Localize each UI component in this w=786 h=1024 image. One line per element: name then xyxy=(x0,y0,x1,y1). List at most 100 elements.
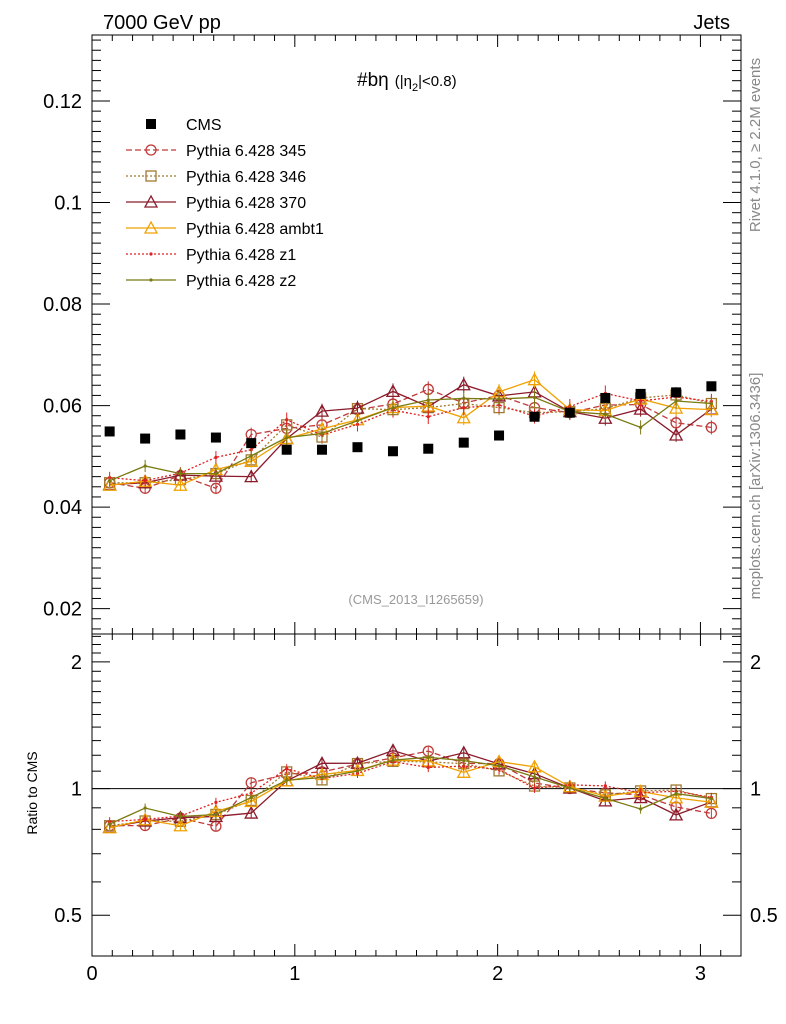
series-point xyxy=(143,479,147,483)
ratio-point xyxy=(143,806,147,810)
series-point xyxy=(244,469,259,483)
series-point xyxy=(674,399,678,403)
cms-point xyxy=(210,432,221,443)
series-point xyxy=(214,471,218,476)
series-line xyxy=(109,396,712,482)
header-right: Jets xyxy=(693,12,730,34)
ratio-point xyxy=(674,791,678,796)
series-point xyxy=(462,396,466,401)
x-tick-label: 1 xyxy=(289,963,300,985)
ratio-y-label: Ratio to CMS xyxy=(24,751,40,834)
mcplots-label: mcplots.cern.ch [arXiv:1306.3436] xyxy=(747,373,764,600)
ratio-series-4 xyxy=(102,752,719,834)
ratio-point xyxy=(426,765,430,770)
ratio-line xyxy=(109,759,712,829)
series-point xyxy=(639,399,643,403)
ratio-point xyxy=(705,807,718,820)
y-tick-label: 0.06 xyxy=(43,396,82,418)
series-point xyxy=(214,455,218,459)
legend-label: Pythia 6.428 370 xyxy=(186,195,306,212)
series-point xyxy=(527,372,542,386)
ratio-point xyxy=(598,793,613,807)
ratio-point xyxy=(355,769,360,773)
series-line xyxy=(109,392,712,482)
cms-point xyxy=(316,444,327,455)
series-point xyxy=(385,383,401,398)
series-point xyxy=(705,421,718,434)
ratio-point xyxy=(462,764,466,768)
cms-point xyxy=(529,411,540,422)
series-point xyxy=(598,410,613,424)
series-line xyxy=(109,394,712,484)
ratio-panel: 0 1 2 3 0.5 0.5 1 1 2 2 xyxy=(54,633,778,985)
series-point xyxy=(143,464,147,468)
ratio-point xyxy=(214,800,218,804)
y-tick-label: 0.04 xyxy=(43,497,82,519)
rivet-label: Rivet 4.1.0, ≥ 2.2M events xyxy=(747,58,764,232)
series-1 xyxy=(103,381,718,494)
main-panel: 0.02 0.04 0.06 0.08 0.1 0.12 xyxy=(43,34,742,635)
ratio-tick-label: 0.5 xyxy=(54,905,82,927)
cms-point xyxy=(104,426,115,437)
series-point xyxy=(426,415,430,419)
series-point xyxy=(456,410,471,424)
ratio-frame xyxy=(91,633,742,957)
series-point xyxy=(208,468,224,482)
cms-point xyxy=(387,446,398,457)
legend-label: Pythia 6.428 345 xyxy=(186,143,306,160)
series-point xyxy=(285,418,289,422)
series-point xyxy=(497,397,501,401)
series-point xyxy=(456,377,471,391)
ratio-line xyxy=(109,760,712,823)
plot-title: #bη (|η2|<0.8) xyxy=(357,70,457,94)
ratio-point xyxy=(245,777,257,789)
ratio-tick-label: 1 xyxy=(71,779,82,801)
ratio-point xyxy=(285,778,289,782)
ratio-point xyxy=(426,755,430,759)
ratio-point xyxy=(603,796,607,800)
x-tick-label: 2 xyxy=(492,963,503,985)
ratio-point xyxy=(102,820,117,834)
cms-point xyxy=(281,444,292,455)
y-tick-label: 0.02 xyxy=(43,599,82,621)
ratio-point xyxy=(709,796,713,801)
ratio-point xyxy=(532,775,537,779)
series-point xyxy=(633,401,648,415)
ratio-point xyxy=(143,817,147,821)
ratio-point xyxy=(639,807,643,811)
ratio-point xyxy=(391,758,395,762)
ratio-point xyxy=(527,759,542,773)
ratio-point xyxy=(244,794,259,808)
series-point xyxy=(314,403,330,417)
ratio-point xyxy=(244,805,259,819)
series-point xyxy=(391,405,395,410)
ratio-line xyxy=(109,756,712,825)
ratio-point xyxy=(173,818,188,832)
series-point xyxy=(178,471,183,476)
cms-point xyxy=(671,387,682,398)
ratio-point xyxy=(178,814,183,819)
legend-item: Pythia 6.428 345 xyxy=(126,143,306,160)
series-point xyxy=(603,412,607,416)
series-5 xyxy=(108,385,713,487)
legend-marker xyxy=(143,220,159,234)
ratio-point xyxy=(108,822,112,826)
ratio-point xyxy=(603,784,607,788)
legend-label: Pythia 6.428 z1 xyxy=(186,247,296,264)
cms-point xyxy=(564,407,575,418)
ratio-point xyxy=(639,791,643,795)
legend-marker xyxy=(145,170,157,182)
legend-marker xyxy=(149,252,153,256)
series-line xyxy=(109,378,712,486)
series-point xyxy=(244,454,259,468)
ratio-tick-label-right: 1 xyxy=(750,779,761,801)
legend-marker xyxy=(146,119,156,129)
cms-point xyxy=(246,438,257,449)
y-tick-label: 0.12 xyxy=(43,91,82,113)
cms-point xyxy=(458,437,469,448)
legend-item: Pythia 6.428 370 xyxy=(126,194,306,212)
y-tick-label: 0.08 xyxy=(43,294,82,316)
series-line xyxy=(109,388,712,490)
series-point xyxy=(285,435,289,440)
